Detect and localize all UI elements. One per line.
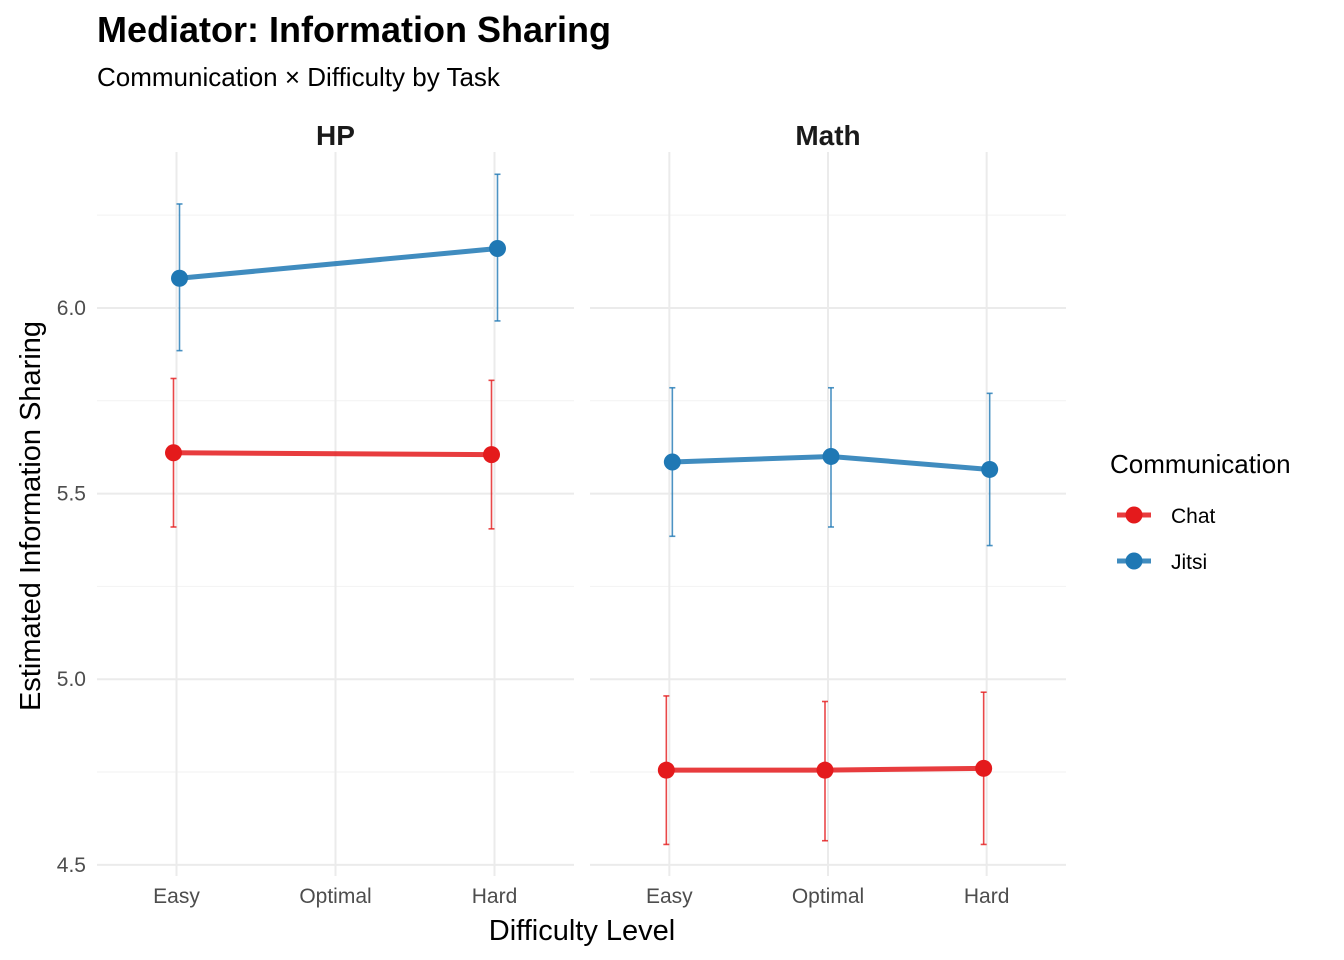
legend-item-chat: Chat [1117,505,1216,528]
series-chat [657,691,993,846]
legend-label: Chat [1171,505,1216,528]
data-point [165,444,182,462]
y-tick-label: 5.5 [57,483,86,506]
legend-title: Communication [1110,449,1291,479]
legend-key-point [1125,506,1143,524]
panels: HP Easy Optimal Hard Math Easy Optimal Hard [97,120,1066,908]
panel-hp: HP Easy Optimal Hard [97,120,574,908]
legend-item-jitsi: Jitsi [1117,551,1207,574]
y-axis-title: Estimated Information Sharing [15,321,47,711]
facet-label: HP [316,120,355,151]
y-axis: 4.5 5.0 5.5 6.0 [57,297,86,877]
legend-label: Jitsi [1171,551,1207,574]
series-line [179,246,498,281]
data-point [489,240,506,258]
panel-math: Math Easy Optimal Hard [590,120,1066,908]
data-point [171,269,188,287]
data-point [816,761,834,779]
series-jitsi [663,386,999,547]
legend: Communication Chat Jitsi [1110,449,1291,574]
data-point [975,759,993,777]
chart-title: Mediator: Information Sharing [97,9,611,50]
data-point [657,761,675,779]
facet-label: Math [795,120,860,151]
data-point [981,460,999,478]
x-tick-label: Easy [153,885,200,908]
x-tick-label: Optimal [792,885,864,908]
y-tick-label: 6.0 [57,297,86,320]
y-tick-label: 4.5 [57,854,86,877]
x-tick-label: Easy [646,885,693,908]
legend-items: Chat Jitsi [1117,505,1216,574]
data-point [663,453,681,471]
x-axis-title: Difficulty Level [489,915,675,947]
series-chat [165,377,500,530]
x-tick-label: Hard [472,885,518,908]
series-line [173,450,492,458]
y-tick-label: 5.0 [57,668,86,691]
x-tick-label: Hard [964,885,1010,908]
chart-subtitle: Communication × Difficulty by Task [97,62,501,92]
data-point [483,446,500,464]
x-tick-label: Optimal [299,885,371,908]
legend-key-point [1125,552,1143,570]
series-jitsi [171,173,506,352]
data-point [822,447,840,465]
